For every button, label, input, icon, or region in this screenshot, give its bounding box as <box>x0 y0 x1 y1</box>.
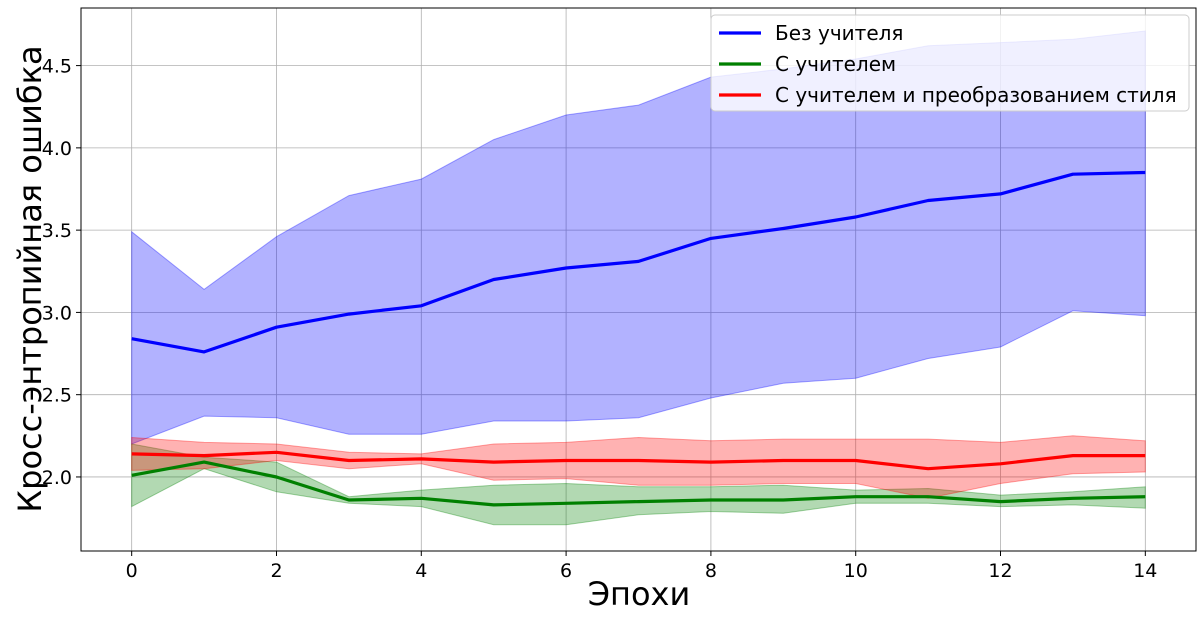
y-tick-label: 4.5 <box>42 56 72 78</box>
x-tick-label: 2 <box>270 560 282 582</box>
x-tick-label: 0 <box>126 560 138 582</box>
y-tick-label: 4.0 <box>42 138 72 160</box>
legend-label: Без учителя <box>775 21 903 45</box>
x-tick-label: 6 <box>560 560 572 582</box>
series-lines <box>131 170 1146 507</box>
legend-box <box>710 14 1190 112</box>
band-series-0 <box>131 30 1146 445</box>
x-tick-label: 14 <box>1133 560 1157 582</box>
y-tick-label: 3.5 <box>42 220 72 242</box>
y-tick-label: 2.0 <box>42 467 72 489</box>
confidence-bands <box>131 30 1146 526</box>
band-series-2 <box>131 435 1146 499</box>
x-tick-label: 4 <box>415 560 427 582</box>
x-axis-ticks: 0 2 4 6 8 10 12 14 <box>126 551 1157 582</box>
plot-frame <box>80 7 1197 552</box>
x-tick-label: 12 <box>988 560 1012 582</box>
y-axis-title: Кросс-энтропийная ошибка <box>11 45 49 512</box>
line-series-0 <box>131 170 1146 354</box>
legend-label: С учителем <box>775 52 896 76</box>
y-tick-label: 3.0 <box>42 302 72 324</box>
legend: Без учителя С учителем С учителем и преобр… <box>710 14 1190 112</box>
legend-label: С учителем и преобразованием стиля <box>775 83 1177 107</box>
y-tick-label: 2.5 <box>42 385 72 407</box>
x-axis-title: Эпохи <box>588 575 691 613</box>
x-tick-label: 10 <box>844 560 868 582</box>
y-axis-ticks: 2.0 2.5 3.0 3.5 4.0 4.5 <box>42 56 81 489</box>
line-series-2 <box>131 450 1146 471</box>
line-series-1 <box>131 460 1146 507</box>
x-tick-label: 8 <box>705 560 717 582</box>
band-series-1 <box>131 443 1146 526</box>
